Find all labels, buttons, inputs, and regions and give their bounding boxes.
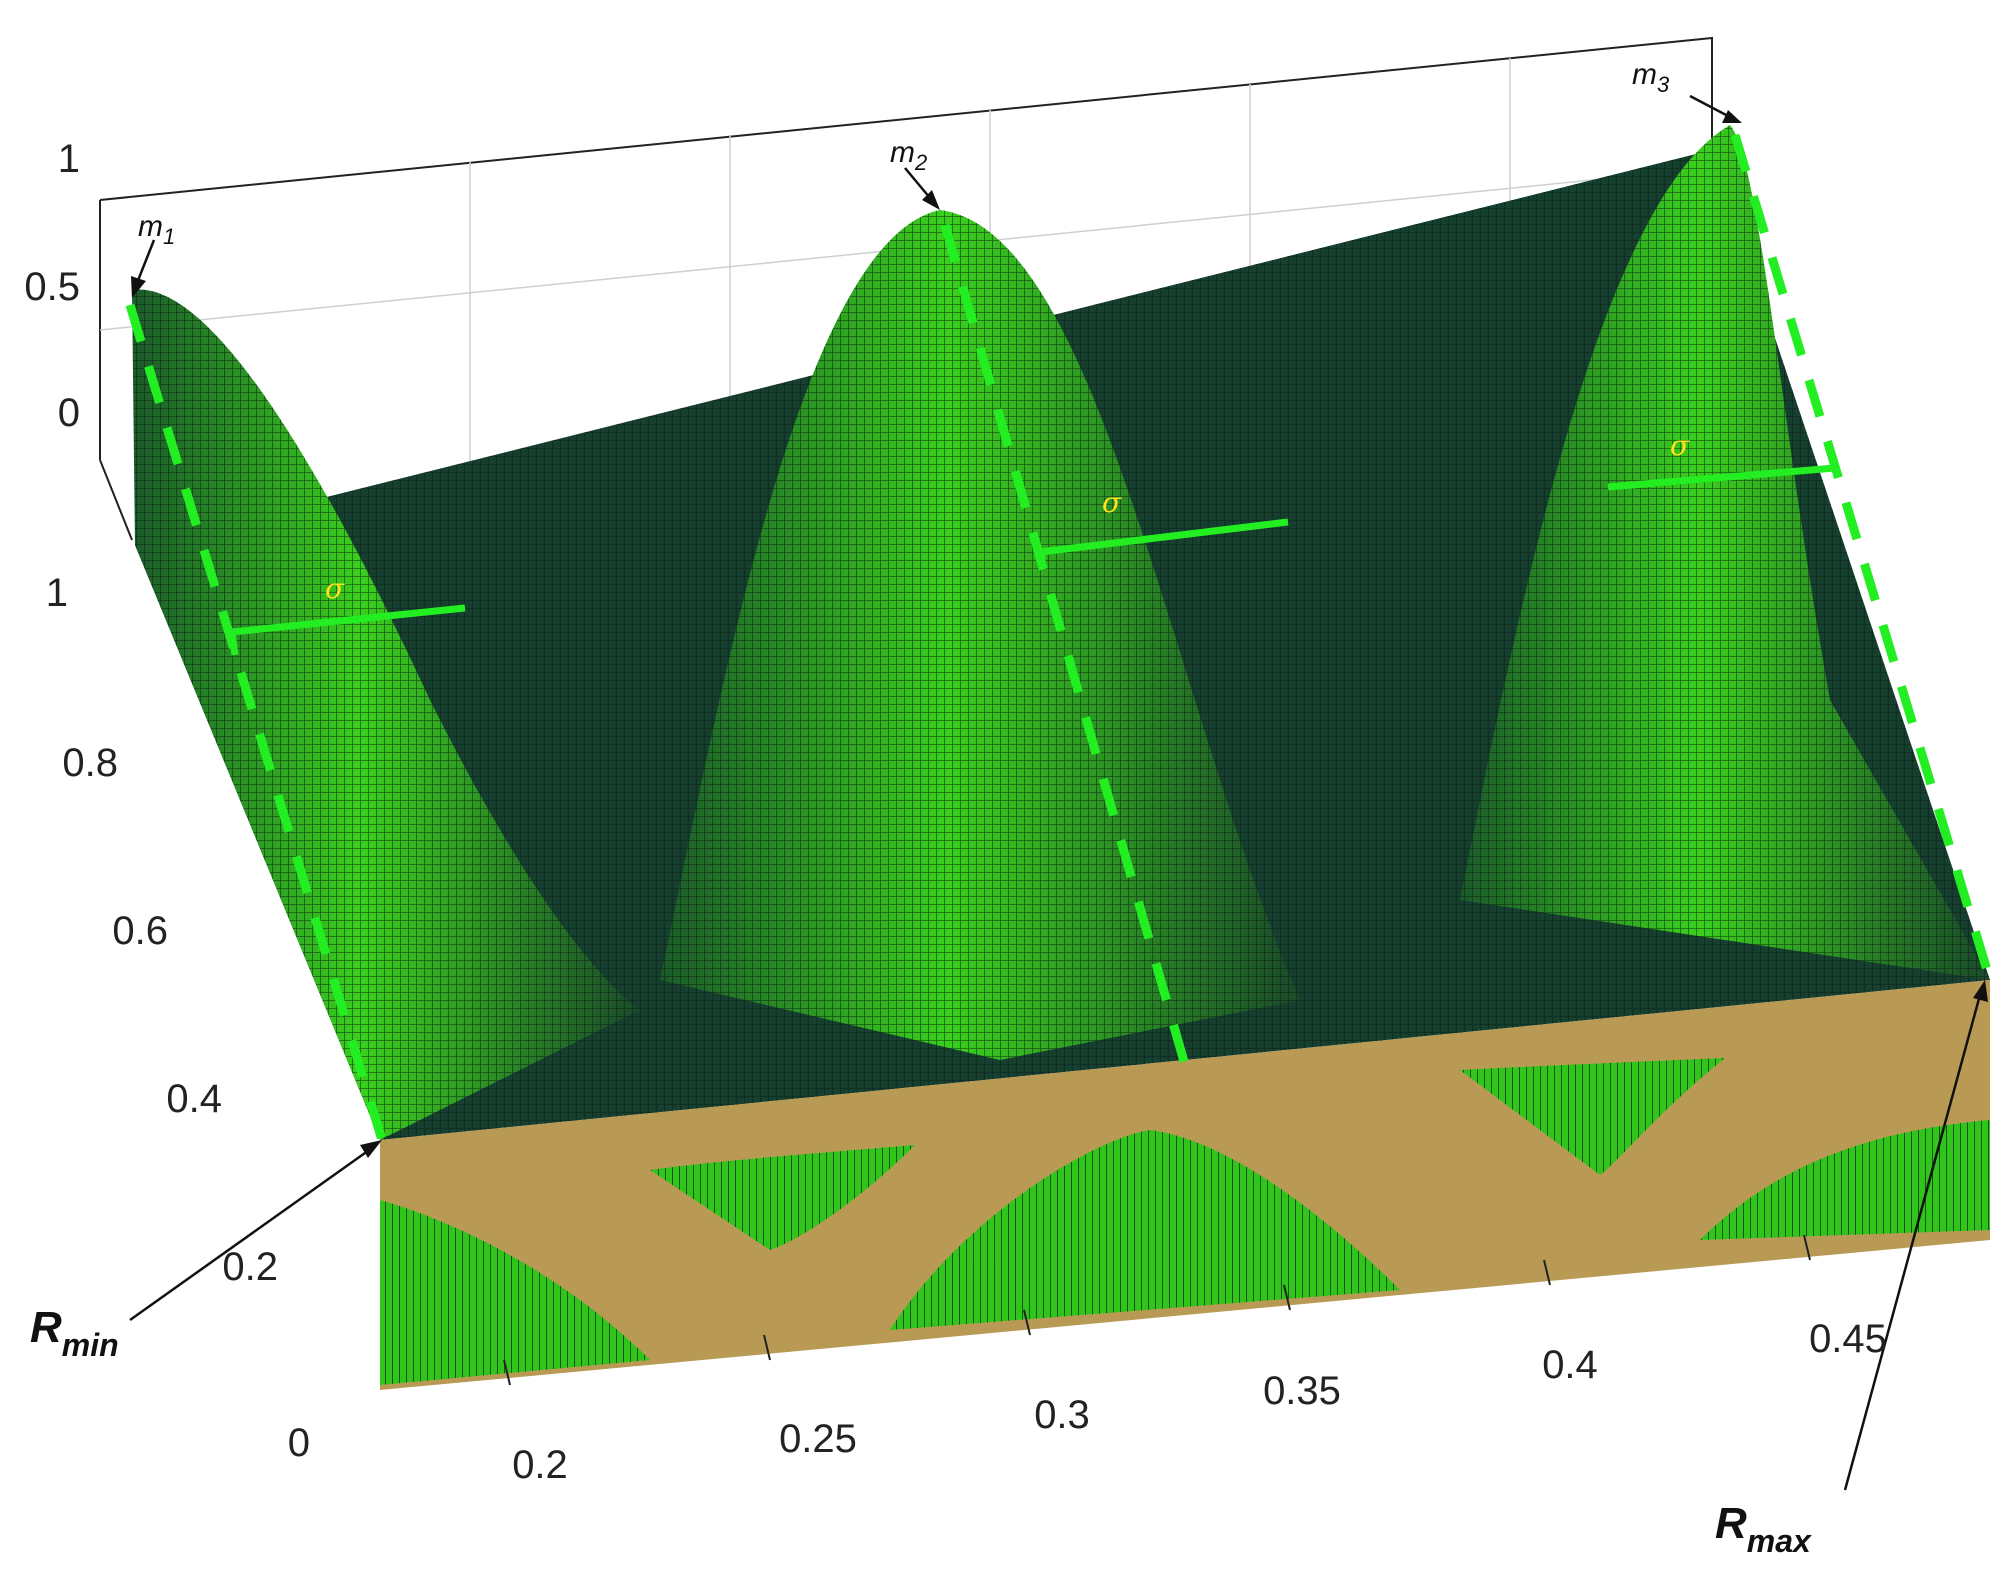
sigma-bar-3 [1607,464,1836,491]
peak-label-main: m [1632,58,1657,91]
y-tick-label: 0.4 [166,1077,222,1121]
peak-label: m3 [1632,58,1670,97]
sigma-label-2: σ [1102,486,1122,519]
x-tick-labels: 0.2 0.25 0.3 0.35 0.4 0.45 [512,1317,1887,1487]
x-tick-label: 0.3 [1034,1393,1090,1437]
y-tick-label: 0.2 [222,1245,278,1289]
y-axis-top [99,459,133,541]
peak-label-sub: 1 [163,224,175,249]
sigma-bar-1 [228,604,466,656]
peak-label: m2 [890,136,927,175]
sigma-bar-2 [1035,518,1289,562]
front-face [380,980,1990,1390]
x-tick-label: 0.25 [779,1417,857,1461]
z-tick-labels: 00.51 [24,137,80,435]
r-max-label: Rmax [1715,1499,1812,1559]
y-tick-label: 0 [288,1421,310,1465]
peak-label-sub: 3 [1657,72,1670,97]
surface [132,125,1990,1140]
r-min-sub: min [62,1327,119,1363]
x-tick-label: 0.45 [1809,1317,1887,1361]
back-frame [99,36,1713,201]
guide-peak-3 [1730,133,1995,982]
x-tick-label: 0.35 [1263,1369,1341,1413]
z-tick-label: 0 [58,391,80,435]
x-tick-label: 0.4 [1542,1343,1598,1387]
r-max-sub: max [1747,1523,1812,1559]
y-tick-label: 0.8 [62,741,118,785]
z-tick-label: 1 [58,137,80,181]
sigma-bars [228,464,1836,656]
guide-peak-2 [940,223,1190,1067]
peak-label-main: m [138,210,163,243]
z-tick-label: 0.5 [24,265,80,309]
r-min-label: Rmin [30,1303,119,1363]
y-tick-label: 0.6 [112,909,168,953]
sigma-labels: σ σ σ [325,429,1690,605]
guide-peak-1 [125,303,387,1142]
svg-text:Rmax: Rmax [1715,1499,1812,1559]
annotation-arrows [129,94,1988,1491]
peak-guides [125,133,1995,1142]
tick-marks [503,1234,1811,1386]
r-min-main: R [30,1303,62,1352]
y-tick-label: 1 [46,571,68,615]
y-tick-labels: 0 0.2 0.4 0.6 0.8 1 [46,571,310,1465]
peak-label-sub: 2 [914,150,927,175]
x-tick-label: 0.2 [512,1443,568,1487]
peak-label: m1 [138,210,175,249]
peak-label-main: m [890,136,915,169]
sigma-label-3: σ [1670,429,1690,462]
sigma-label-1: σ [325,572,345,605]
svg-text:Rmin: Rmin [30,1303,119,1363]
r-max-main: R [1715,1499,1747,1548]
